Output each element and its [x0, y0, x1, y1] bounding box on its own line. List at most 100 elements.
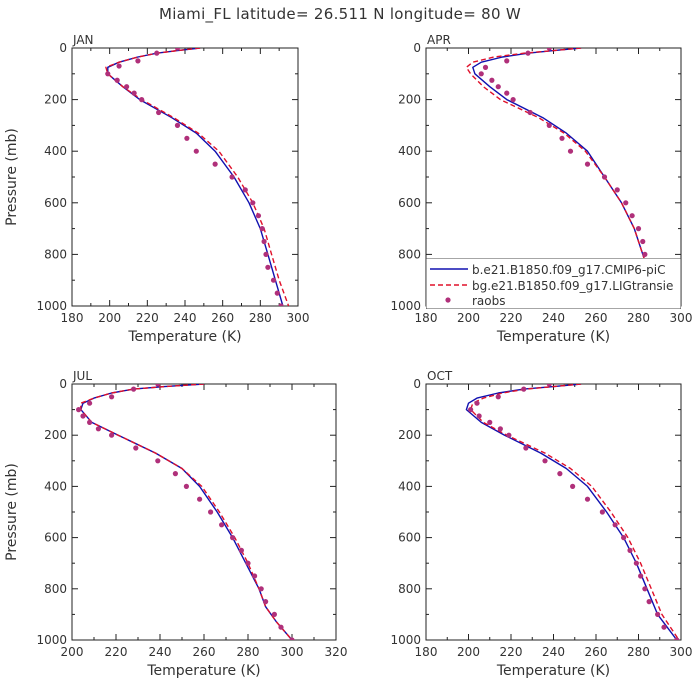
figure-title: Miami_FL latitude= 26.511 N longitude= 8…	[159, 5, 521, 24]
raobs-point	[642, 251, 648, 257]
raobs-point	[489, 77, 495, 83]
raobs-point	[124, 84, 130, 90]
x-tick-label: 300	[670, 311, 693, 325]
raobs-point	[478, 71, 484, 77]
raobs-point	[219, 522, 225, 528]
x-tick-label: 260	[585, 645, 608, 659]
x-tick-label: 180	[61, 311, 84, 325]
y-tick-label: 400	[398, 479, 421, 493]
raobs-point	[633, 560, 639, 566]
raobs-point	[527, 109, 533, 116]
panel-label: JAN	[72, 33, 94, 47]
raobs-point	[601, 174, 608, 180]
raobs-point	[525, 50, 531, 56]
raobs-point	[271, 611, 277, 618]
x-tick-label: 260	[193, 645, 216, 659]
raobs-point	[154, 50, 160, 56]
y-tick-label: 1000	[36, 299, 67, 313]
x-tick-label: 240	[174, 311, 197, 325]
series-line-ligtransient	[80, 384, 293, 640]
raobs-point	[238, 547, 244, 554]
y-tick-label: 200	[44, 428, 67, 442]
y-tick-label: 600	[44, 531, 67, 545]
raobs-point	[139, 97, 145, 103]
raobs-point	[627, 547, 633, 554]
raobs-point	[261, 238, 267, 245]
raobs-point	[183, 483, 189, 489]
legend-box	[426, 258, 681, 309]
x-tick-label: 280	[627, 311, 650, 325]
raobs-point	[621, 535, 627, 541]
panel-jan: 180 200 220 240 260 280 300 0 200 400 600 800 1000 Te…	[4, 33, 309, 345]
raobs-point	[116, 63, 122, 69]
plot-frame	[71, 47, 299, 307]
legend: b.e21.B1850.f09_g17.CMIP6-piC bg.e21.B185…	[426, 258, 681, 309]
raobs-point	[95, 426, 101, 432]
y-tick-label: 800	[44, 247, 67, 261]
raobs-point	[109, 394, 115, 400]
x-tick-label: 300	[287, 311, 310, 325]
raobs-point	[655, 611, 661, 618]
x-tick-label: 240	[542, 311, 565, 325]
raobs-point	[197, 496, 203, 502]
raobs-point	[155, 384, 161, 387]
x-tick-label: 320	[325, 645, 348, 659]
y-tick-label: 200	[398, 93, 421, 107]
x-tick-label: 220	[500, 311, 523, 325]
raobs-point	[258, 586, 264, 592]
raobs-point	[193, 148, 199, 154]
series-line-cmip6-pic	[465, 384, 678, 640]
raobs-point	[504, 58, 510, 64]
series-line-cmip6-pic	[80, 384, 293, 640]
raobs-point	[230, 535, 236, 541]
x-tick-label: 220	[136, 311, 159, 325]
raobs-point	[557, 471, 563, 477]
raobs-point	[468, 407, 474, 413]
raobs-point	[289, 637, 295, 640]
raobs-point	[259, 226, 265, 232]
y-tick-label: 200	[398, 428, 421, 442]
plot-area	[465, 384, 680, 640]
raobs-point	[278, 303, 284, 306]
raobs-point	[546, 48, 552, 51]
x-tick-label: 200	[457, 311, 480, 325]
legend-label: b.e21.B1850.f09_g17.CMIP6-piC	[472, 263, 665, 277]
x-tick-label: 180	[415, 311, 438, 325]
raobs-point	[131, 386, 137, 392]
raobs-point	[242, 187, 248, 193]
plot-frame	[71, 383, 337, 641]
raobs-point	[263, 251, 269, 257]
x-axis-label: Temperature (K)	[496, 329, 610, 345]
raobs-point	[114, 77, 120, 83]
raobs-point	[584, 161, 591, 167]
raobs-point	[76, 407, 82, 413]
x-tick-label: 300	[670, 645, 693, 659]
raobs-point	[495, 84, 501, 90]
raobs-point	[546, 122, 552, 128]
raobs-point	[250, 200, 256, 206]
y-tick-label: 0	[413, 41, 421, 55]
y-tick-label: 600	[398, 531, 421, 545]
raobs-point	[80, 413, 86, 419]
raobs-point	[521, 386, 527, 392]
raobs-point	[504, 90, 510, 96]
raobs-point	[212, 161, 218, 167]
raobs-point	[174, 48, 181, 51]
raobs-point	[567, 148, 574, 154]
y-tick-label: 400	[44, 144, 67, 158]
x-tick-label: 300	[281, 645, 304, 659]
raobs-point	[661, 624, 667, 630]
panel-label: APR	[427, 33, 451, 47]
raobs-point	[255, 213, 262, 219]
raobs-point	[208, 509, 214, 515]
raobs-point	[487, 419, 493, 425]
y-tick-label: 400	[44, 479, 67, 493]
raobs-point	[510, 97, 516, 103]
x-tick-label: 280	[237, 645, 260, 659]
raobs-point	[156, 109, 162, 116]
legend-label: raobs	[472, 294, 506, 308]
raobs-point	[629, 213, 635, 219]
y-tick-label: 200	[44, 93, 67, 107]
raobs-point	[252, 573, 258, 579]
y-tick-label: 600	[44, 196, 67, 210]
